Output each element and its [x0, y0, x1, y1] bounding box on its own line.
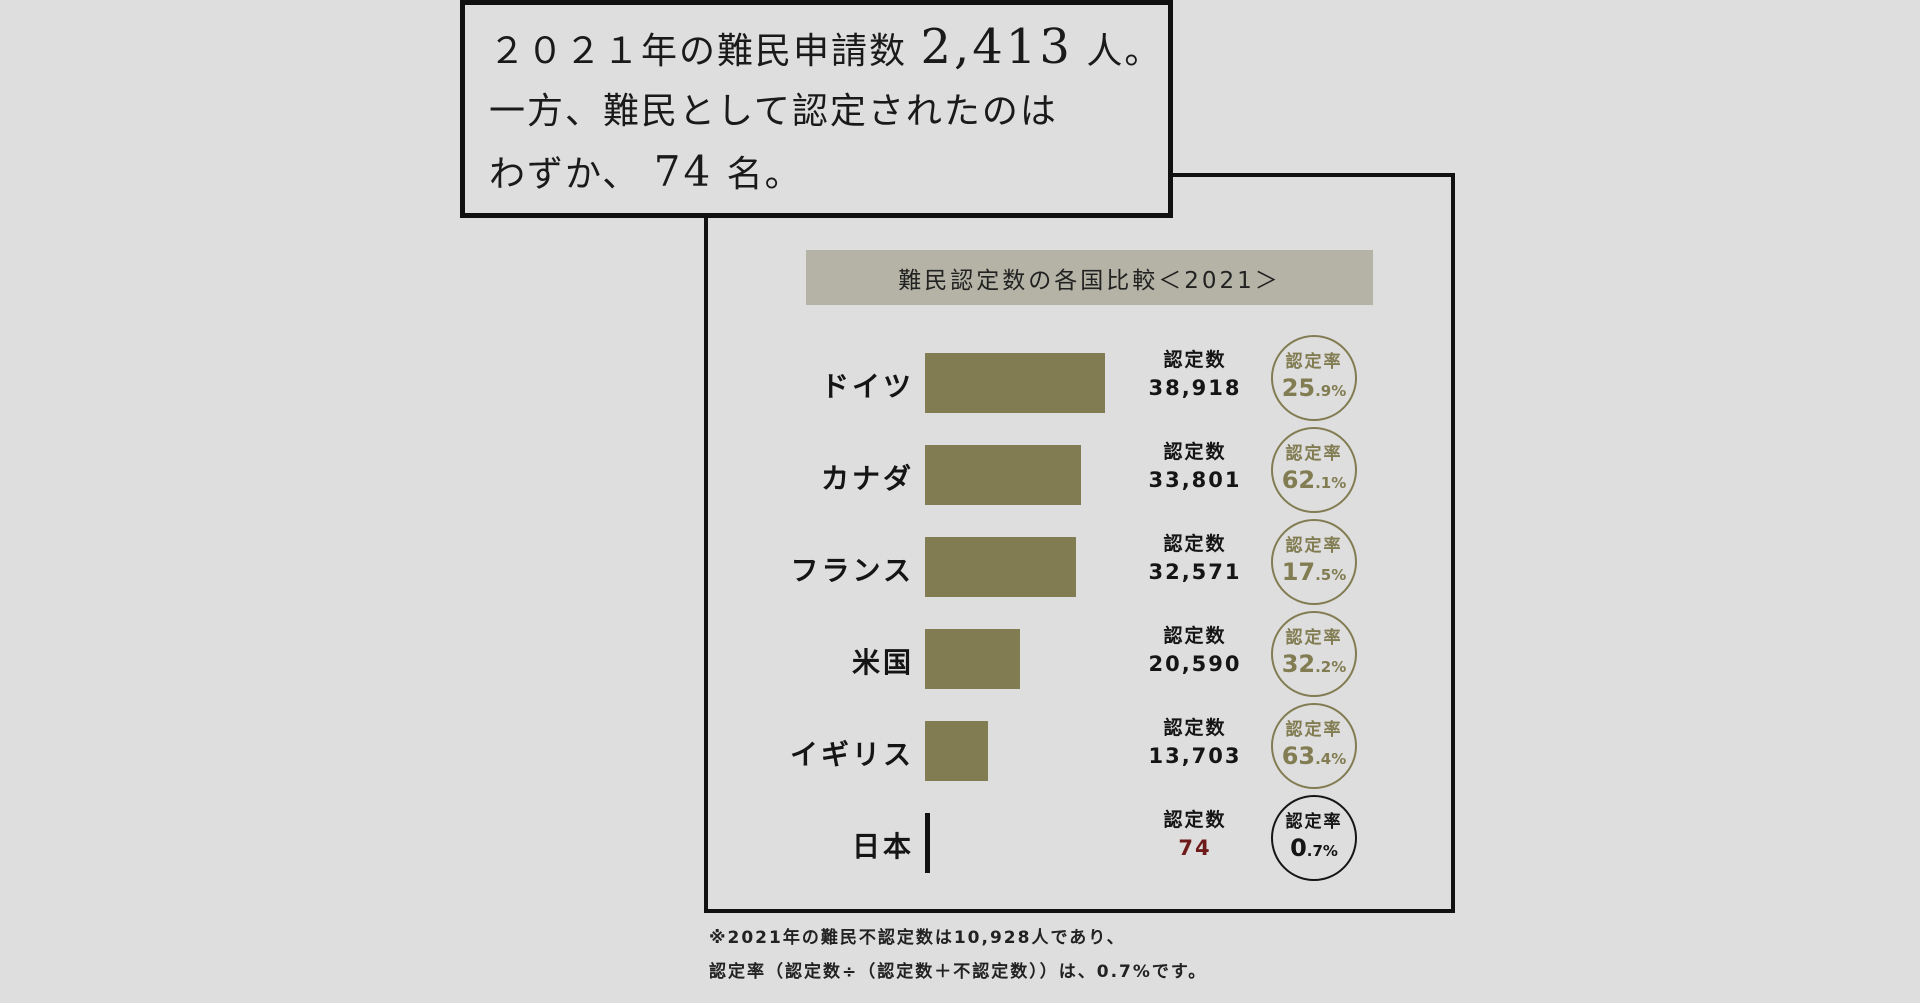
- headline-box: ２０２１年の難民申請数 2,413 人。 一方、難民として認定されたのは わずか…: [460, 0, 1173, 218]
- category-label: 米国: [851, 646, 914, 679]
- rate-int: 17: [1281, 557, 1316, 586]
- rate-dec: .5%: [1315, 565, 1347, 584]
- category-label: イギリス: [789, 738, 914, 771]
- category-label: フランス: [790, 554, 914, 587]
- rate-circle: 認定率 63.4%: [1271, 703, 1357, 789]
- rate-label: 認定率: [1285, 443, 1343, 464]
- count-value: 32,571: [1148, 560, 1242, 584]
- count-block: 認定数 33,801: [1130, 439, 1260, 495]
- count-value: 20,590: [1148, 652, 1242, 676]
- bar: [925, 813, 930, 873]
- rate-dec: .4%: [1315, 749, 1347, 768]
- rate-value: 62.1%: [1282, 465, 1347, 498]
- application-count: 2,413: [920, 19, 1073, 75]
- count-value: 33,801: [1148, 468, 1242, 492]
- rate-int: 32: [1281, 649, 1316, 678]
- rate-value: 32.2%: [1282, 649, 1347, 682]
- count-value: 74: [1178, 836, 1212, 860]
- count-block: 認定数 20,590: [1130, 623, 1260, 679]
- rate-label: 認定率: [1285, 535, 1343, 556]
- count-block: 認定数 74: [1130, 807, 1260, 863]
- category-label: カナダ: [820, 462, 914, 495]
- rate-dec: .2%: [1315, 657, 1347, 676]
- rate-label: 認定率: [1285, 811, 1343, 832]
- count-label: 認定数: [1163, 533, 1227, 555]
- bar: [925, 445, 1081, 505]
- rate-value: 0.7%: [1290, 833, 1338, 866]
- rate-int: 62: [1281, 465, 1316, 494]
- rate-int: 0: [1290, 833, 1307, 862]
- count-label: 認定数: [1163, 441, 1227, 463]
- count-label: 認定数: [1163, 349, 1227, 371]
- rate-circle: 認定率 17.5%: [1271, 519, 1357, 605]
- recognized-count: 74: [653, 147, 714, 196]
- rate-int: 63: [1281, 741, 1316, 770]
- headline-line-3: わずか、 74 名。: [489, 142, 1168, 205]
- bar: [925, 537, 1076, 597]
- category-label: 日本: [851, 830, 914, 863]
- count-value: 38,918: [1148, 376, 1242, 400]
- headline-text: 人。: [1086, 31, 1163, 72]
- footnote-line-2: 認定率（認定数÷（認定数＋不認定数））は、0.7%です。: [709, 962, 1208, 982]
- rate-value: 25.9%: [1282, 373, 1347, 406]
- count-value: 13,703: [1148, 744, 1242, 768]
- bar: [925, 353, 1105, 413]
- headline-line-1: ２０２１年の難民申請数 2,413 人。: [489, 17, 1168, 82]
- headline-text: ２０２１年の難民申請数: [489, 31, 908, 72]
- count-block: 認定数 13,703: [1130, 715, 1260, 771]
- headline-text: 名。: [726, 154, 803, 195]
- headline-line-2: 一方、難民として認定されたのは: [489, 91, 1058, 132]
- count-label: 認定数: [1163, 625, 1227, 647]
- rate-circle: 認定率 0.7%: [1271, 795, 1357, 881]
- rate-circle: 認定率 62.1%: [1271, 427, 1357, 513]
- rate-circle: 認定率 25.9%: [1271, 335, 1357, 421]
- rate-dec: .9%: [1315, 381, 1347, 400]
- rate-circle: 認定率 32.2%: [1271, 611, 1357, 697]
- count-label: 認定数: [1163, 809, 1227, 831]
- rate-label: 認定率: [1285, 719, 1343, 740]
- bar: [925, 629, 1020, 689]
- chart-title: 難民認定数の各国比較＜2021＞: [806, 250, 1373, 305]
- rate-dec: .1%: [1315, 473, 1347, 492]
- category-label: ドイツ: [820, 370, 914, 403]
- rate-label: 認定率: [1285, 351, 1343, 372]
- count-label: 認定数: [1163, 717, 1227, 739]
- rate-value: 17.5%: [1282, 557, 1347, 590]
- headline-text: わずか、: [489, 154, 641, 195]
- rate-label: 認定率: [1285, 627, 1343, 648]
- bar: [925, 721, 988, 781]
- count-block: 認定数 32,571: [1130, 531, 1260, 587]
- rate-int: 25: [1281, 373, 1316, 402]
- rate-value: 63.4%: [1282, 741, 1347, 774]
- rate-dec: .7%: [1306, 841, 1338, 860]
- count-block: 認定数 38,918: [1130, 347, 1260, 403]
- footnote-line-1: ※2021年の難民不認定数は10,928人であり、: [709, 928, 1126, 948]
